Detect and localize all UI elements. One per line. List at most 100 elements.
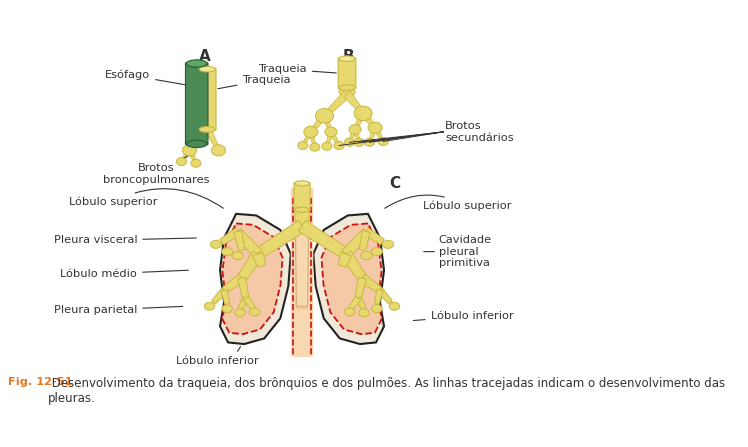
Text: Fig. 12-51: Fig. 12-51 bbox=[7, 377, 73, 387]
Polygon shape bbox=[212, 288, 227, 304]
Polygon shape bbox=[301, 131, 313, 146]
Polygon shape bbox=[188, 126, 210, 152]
Ellipse shape bbox=[322, 142, 332, 150]
Ellipse shape bbox=[186, 60, 207, 67]
Polygon shape bbox=[220, 228, 240, 245]
Ellipse shape bbox=[295, 207, 309, 212]
Polygon shape bbox=[369, 127, 378, 143]
Ellipse shape bbox=[295, 181, 309, 186]
Polygon shape bbox=[255, 220, 305, 259]
FancyBboxPatch shape bbox=[295, 225, 308, 309]
Polygon shape bbox=[353, 129, 361, 143]
Polygon shape bbox=[375, 290, 383, 304]
Polygon shape bbox=[243, 296, 256, 310]
Polygon shape bbox=[295, 230, 308, 306]
Ellipse shape bbox=[304, 126, 318, 138]
Ellipse shape bbox=[344, 138, 355, 146]
Ellipse shape bbox=[339, 85, 355, 90]
Polygon shape bbox=[349, 128, 358, 143]
Polygon shape bbox=[222, 224, 283, 334]
Polygon shape bbox=[355, 277, 367, 299]
Ellipse shape bbox=[368, 122, 382, 134]
Polygon shape bbox=[342, 229, 370, 258]
Text: Lóbulo superior: Lóbulo superior bbox=[384, 195, 511, 211]
Ellipse shape bbox=[364, 138, 375, 146]
Polygon shape bbox=[234, 231, 245, 251]
Ellipse shape bbox=[354, 106, 373, 121]
Text: B: B bbox=[343, 49, 355, 64]
Ellipse shape bbox=[199, 127, 215, 132]
Ellipse shape bbox=[361, 252, 372, 260]
Polygon shape bbox=[354, 112, 366, 130]
Polygon shape bbox=[235, 229, 262, 258]
Ellipse shape bbox=[222, 305, 233, 313]
Polygon shape bbox=[322, 115, 332, 132]
Ellipse shape bbox=[221, 248, 233, 256]
Polygon shape bbox=[355, 297, 366, 310]
Text: Lóbulo inferior: Lóbulo inferior bbox=[414, 311, 513, 321]
Polygon shape bbox=[322, 224, 381, 334]
Text: Traqueia: Traqueia bbox=[218, 75, 291, 89]
Polygon shape bbox=[373, 127, 384, 142]
Polygon shape bbox=[342, 251, 367, 281]
Polygon shape bbox=[343, 91, 365, 115]
Polygon shape bbox=[253, 252, 266, 267]
Text: Brotos
broncopulmonares: Brotos broncopulmonares bbox=[103, 155, 209, 185]
Ellipse shape bbox=[382, 240, 393, 249]
Polygon shape bbox=[361, 111, 376, 129]
Ellipse shape bbox=[249, 308, 260, 316]
Polygon shape bbox=[338, 252, 352, 267]
Ellipse shape bbox=[183, 145, 197, 156]
Ellipse shape bbox=[212, 145, 225, 156]
Polygon shape bbox=[204, 127, 220, 151]
Polygon shape bbox=[298, 220, 349, 259]
Ellipse shape bbox=[349, 125, 361, 134]
Text: Brotos
secundários: Brotos secundários bbox=[445, 121, 514, 143]
Text: Esófago: Esófago bbox=[105, 70, 186, 85]
Ellipse shape bbox=[177, 157, 186, 165]
FancyBboxPatch shape bbox=[198, 68, 216, 130]
Text: Pleura parietal: Pleura parietal bbox=[54, 305, 183, 315]
Ellipse shape bbox=[210, 240, 221, 249]
Polygon shape bbox=[238, 251, 263, 281]
Polygon shape bbox=[295, 210, 309, 230]
Text: Desenvolvimento da traqueia, dos brônquios e dos pulmões. As linhas tracejadas i: Desenvolvimento da traqueia, dos brônqui… bbox=[48, 377, 725, 405]
Polygon shape bbox=[187, 149, 197, 164]
Ellipse shape bbox=[310, 143, 320, 151]
Polygon shape bbox=[180, 149, 191, 162]
Ellipse shape bbox=[199, 66, 215, 72]
Ellipse shape bbox=[389, 302, 399, 310]
Ellipse shape bbox=[359, 309, 370, 317]
Polygon shape bbox=[364, 228, 384, 245]
Polygon shape bbox=[238, 277, 249, 299]
Ellipse shape bbox=[325, 127, 337, 137]
FancyBboxPatch shape bbox=[338, 58, 356, 89]
Polygon shape bbox=[359, 231, 370, 251]
Text: Pleura visceral: Pleura visceral bbox=[54, 236, 197, 245]
Ellipse shape bbox=[191, 159, 201, 167]
Ellipse shape bbox=[339, 56, 355, 62]
Ellipse shape bbox=[354, 138, 364, 146]
Polygon shape bbox=[220, 214, 291, 344]
Polygon shape bbox=[378, 288, 392, 304]
FancyBboxPatch shape bbox=[294, 182, 310, 211]
Polygon shape bbox=[222, 274, 245, 293]
Polygon shape bbox=[329, 131, 340, 146]
Ellipse shape bbox=[378, 138, 388, 146]
Text: Lóbulo médio: Lóbulo médio bbox=[61, 269, 188, 279]
Ellipse shape bbox=[344, 308, 355, 316]
Polygon shape bbox=[313, 214, 384, 344]
Text: Lóbulo superior: Lóbulo superior bbox=[69, 189, 224, 208]
Text: C: C bbox=[390, 176, 401, 191]
Text: Cavidade
pleural
primitiva: Cavidade pleural primitiva bbox=[438, 235, 491, 268]
Ellipse shape bbox=[298, 142, 308, 150]
Text: Traqueia: Traqueia bbox=[258, 64, 337, 74]
Text: Lóbulo inferior: Lóbulo inferior bbox=[177, 346, 259, 366]
Ellipse shape bbox=[372, 305, 382, 313]
Polygon shape bbox=[308, 131, 316, 148]
Ellipse shape bbox=[339, 87, 355, 97]
Polygon shape bbox=[238, 297, 248, 310]
Ellipse shape bbox=[334, 142, 344, 150]
Polygon shape bbox=[221, 290, 230, 304]
Ellipse shape bbox=[232, 252, 243, 260]
